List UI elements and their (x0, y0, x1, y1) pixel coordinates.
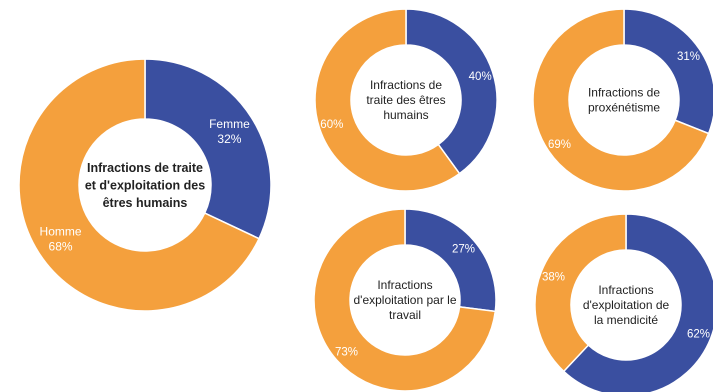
slice-value-label: 38% (542, 271, 565, 283)
slice-value-label: 27% (452, 243, 475, 255)
donut-slice-femme (562, 213, 713, 392)
donut-center-title-line: Infractions de (370, 78, 442, 92)
slice-value-label: 62% (687, 329, 710, 341)
donut-center-title-line: d'exploitation par le (353, 293, 456, 307)
donut-center-title-line: humains (383, 108, 428, 122)
donut-slice-homme (534, 213, 627, 373)
slice-value-label: 60% (320, 119, 343, 131)
donut-center-title-line: Infractions (377, 278, 432, 292)
donut-center-title-line: proxénétisme (588, 101, 660, 115)
donut-slice-homme (532, 8, 710, 192)
slice-name-label: Homme (40, 224, 82, 238)
slice-value-label: 68% (49, 239, 73, 253)
slice-value-label: 69% (548, 139, 571, 151)
donut-center-title-line: traite des êtres (366, 93, 445, 107)
donut-center-title-line: Infractions de traite (87, 161, 203, 175)
donut-center-title-line: Infractions (598, 283, 653, 297)
donut-slice-femme (623, 8, 713, 135)
donut-slice-femme (144, 58, 272, 240)
donut-slice-homme (18, 58, 261, 312)
slice-value-label: 40% (469, 71, 492, 83)
donut-center-title-line: et d'exploitation des (85, 178, 205, 192)
donut-center-title-line: la mendicité (594, 313, 658, 327)
donut-slice-femme (405, 8, 498, 175)
donut-center-title-line: d'exploitation de (583, 298, 670, 312)
slice-value-label: 73% (335, 347, 358, 359)
donut-center-title-line: Infractions de (588, 86, 660, 100)
slice-name-label: Femme (209, 117, 250, 131)
donut-slice-homme (313, 208, 497, 392)
slice-value-label: 32% (217, 132, 241, 146)
donut-slice-homme (314, 8, 461, 192)
donut-center-title-line: travail (389, 308, 421, 322)
donut-center-title-line: êtres humains (103, 196, 188, 210)
slice-value-label: 31% (677, 51, 700, 63)
